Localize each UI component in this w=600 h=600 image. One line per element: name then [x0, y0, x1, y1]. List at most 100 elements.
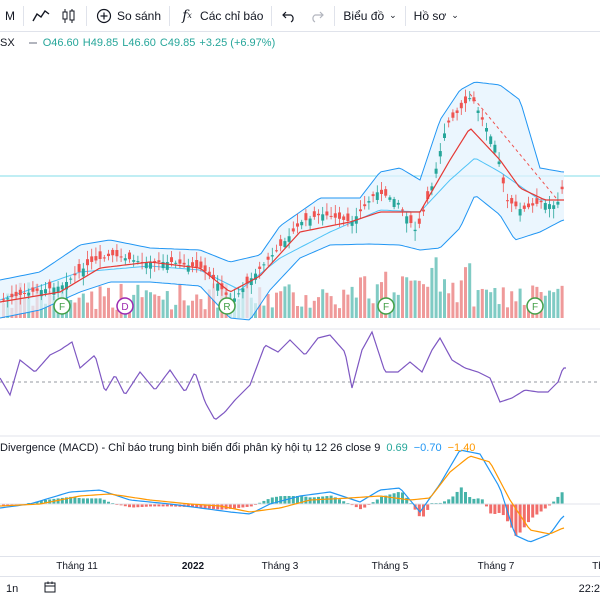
compare-label: So sánh [117, 8, 162, 23]
interval-button[interactable]: M [5, 8, 15, 23]
event-marker-circle [218, 297, 236, 315]
time-axis-label: Th [592, 561, 600, 572]
macd-histogram-bar [472, 498, 476, 504]
volume-bar [279, 291, 283, 318]
candle-body [44, 289, 47, 294]
macd-histogram-bar [426, 504, 430, 510]
candle-body [249, 278, 253, 286]
macd-histogram-bar [237, 504, 241, 508]
volume-bar [207, 289, 211, 318]
macd-histogram-bar [266, 499, 270, 504]
volume-bar [329, 296, 333, 318]
macd-histogram-bar [39, 500, 43, 504]
toolbar-divider [404, 5, 406, 26]
macd-histogram-bar [270, 497, 274, 504]
toolbar-divider [86, 5, 87, 26]
macd-histogram-bar [258, 502, 262, 504]
volume-bar [44, 303, 47, 318]
redo-icon [308, 7, 326, 25]
signal-value: −0.70 [413, 442, 442, 454]
candle-body [35, 288, 39, 291]
calendar-icon[interactable] [44, 581, 56, 596]
undo-button[interactable] [275, 0, 303, 32]
volume-bar [338, 308, 341, 318]
macd-histogram-bar [451, 496, 455, 504]
macd-histogram-bar [359, 504, 362, 510]
volume-bar [144, 290, 148, 318]
volume-bar [480, 288, 484, 318]
profile-menu-button[interactable]: Hồ sơ ⌄ [409, 0, 464, 32]
macd-histogram-bar [518, 504, 522, 533]
macd-histogram-bar [380, 496, 383, 504]
candle-body [350, 221, 354, 226]
volume-bar [165, 291, 169, 318]
candle-body [98, 251, 102, 259]
time-axis-label: 2022 [181, 561, 205, 572]
macd-histogram-bar [81, 498, 85, 504]
candle-body [338, 212, 341, 219]
volume-bar [191, 300, 194, 318]
time-axis[interactable]: Tháng 11 2022 Tháng 3 Tháng 5 Tháng 7 Th [0, 556, 600, 576]
candle-body [291, 228, 295, 232]
candle-body [254, 273, 257, 280]
compare-button[interactable]: So sánh [90, 0, 166, 32]
macd-histogram-bar [489, 504, 493, 514]
volume-bar [455, 302, 459, 318]
macd-histogram-bar [296, 496, 299, 504]
volume-bar [464, 267, 467, 318]
candle-body [275, 250, 278, 252]
volume-bar [182, 300, 186, 318]
volume-bar [556, 288, 560, 318]
redo-button[interactable] [303, 0, 331, 32]
candle-body [422, 209, 425, 212]
macd-histogram-bar [102, 499, 106, 504]
candle-body [212, 274, 215, 280]
macd-histogram-bar [6, 504, 10, 506]
candle-body [359, 209, 362, 212]
candle-body [174, 262, 178, 264]
candle-body [199, 261, 203, 268]
open-value: O46.60 [42, 37, 79, 49]
volume-bar [485, 289, 488, 318]
macd-histogram-bar [447, 499, 451, 504]
volume-bar [275, 292, 278, 318]
volume-bar [170, 309, 173, 318]
macd-histogram-bar [140, 504, 144, 507]
macd-histogram-bar [86, 498, 89, 504]
symbol-label[interactable]: SX [0, 37, 15, 49]
rsi-line [0, 330, 566, 420]
range-button[interactable]: 1n [6, 582, 19, 595]
candle-body [186, 265, 190, 272]
candles [2, 89, 564, 310]
time-axis-label: Tháng 11 [56, 561, 98, 572]
volume-bar [174, 304, 178, 318]
macd-histogram-bar [510, 504, 514, 528]
candle-body [233, 298, 236, 302]
line-chart-type-button[interactable] [27, 0, 55, 32]
macd-histogram-bar [199, 504, 203, 508]
event-marker-label: R [223, 302, 230, 313]
close-value: C49.85 [159, 37, 196, 49]
volume-bar [140, 297, 144, 318]
volume-bar [447, 293, 451, 318]
macd-histogram-bar [325, 496, 329, 504]
event-marker-circle [377, 297, 395, 315]
collapse-icon[interactable] [28, 42, 37, 44]
clock-time: 22:2 [578, 582, 600, 595]
candle-body [191, 262, 194, 267]
candle-body [363, 204, 367, 207]
chart-menu-button[interactable]: Biểu đồ ⌄ [338, 0, 401, 32]
signal-line [0, 455, 565, 535]
macd-histogram-bar [443, 501, 446, 504]
macd-histogram-bar [228, 504, 232, 509]
candle-chart-type-button[interactable] [55, 0, 83, 32]
event-marker-label: F [532, 302, 538, 313]
macd-histogram-bar [514, 504, 518, 536]
macd-histogram-bar [493, 504, 497, 514]
macd-histogram-bar [149, 504, 152, 507]
volume-bar [161, 299, 165, 318]
volume-bar [543, 295, 547, 318]
candle-body [300, 221, 304, 226]
